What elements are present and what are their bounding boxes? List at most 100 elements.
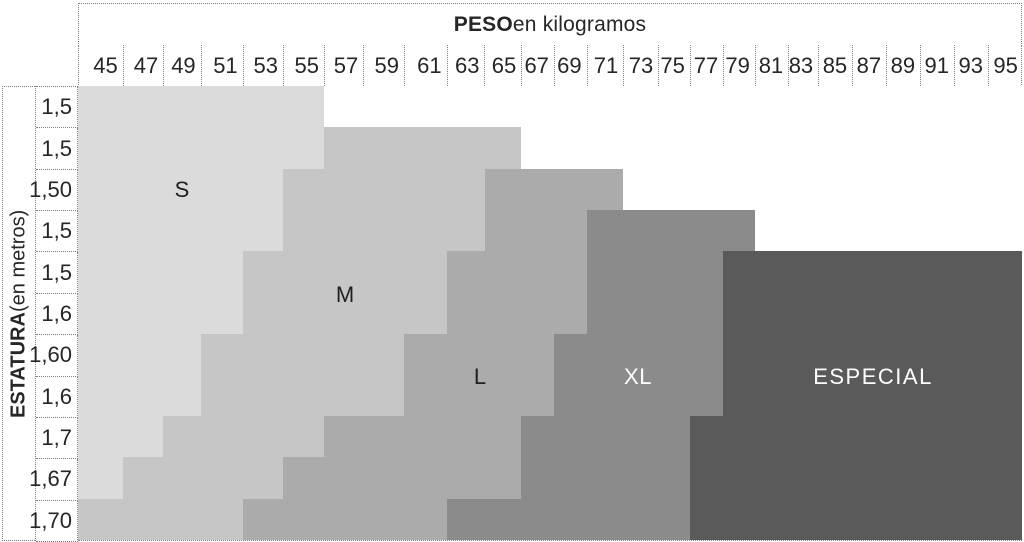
height-tick-row-5: 1,6 [36, 293, 78, 336]
height-tick-row-8: 1,7 [36, 417, 78, 460]
weight-axis-title-rest: en kilogramos [512, 12, 647, 36]
weight-tick-45: 45 [79, 45, 124, 86]
region-m-row-8 [163, 416, 324, 458]
chart-row-8 [78, 416, 1022, 458]
region-l-row-10 [242, 498, 447, 540]
region-l-row-5 [446, 292, 587, 334]
region-m-row-5 [242, 292, 447, 334]
weight-tick-79: 79 [724, 45, 756, 86]
region-s-row-7 [78, 374, 201, 417]
weight-tick-61: 61 [405, 45, 448, 86]
region-m-row-3 [283, 209, 485, 252]
region-s-row-4 [78, 251, 243, 293]
weight-tick-57: 57 [325, 45, 365, 86]
region-xl-row-8 [521, 416, 690, 458]
height-tick-row-10: 1,70 [29, 500, 78, 542]
weight-tick-67: 67 [522, 45, 555, 86]
region-s-row-0 [78, 86, 324, 128]
region-xl-row-7 [553, 374, 724, 417]
region-s-row-9 [78, 457, 123, 499]
region-s-row-5 [78, 292, 243, 334]
chart-row-3 [78, 209, 1022, 252]
weight-tick-47: 47 [124, 45, 165, 86]
weight-tick-85: 85 [819, 45, 854, 86]
size-label-xl: XL [624, 364, 652, 389]
region-especial-row-10 [689, 498, 1022, 540]
weight-tick-91: 91 [921, 45, 955, 86]
region-xl-row-9 [521, 457, 690, 499]
weight-tick-55: 55 [284, 45, 325, 86]
weight-tick-65: 65 [485, 45, 523, 86]
region-s-row-1 [78, 127, 324, 169]
region-xl-row-10 [446, 498, 690, 540]
region-s-row-2 [78, 168, 283, 210]
chart-row-4 [78, 251, 1022, 293]
region-l-row-8 [323, 416, 522, 458]
weight-tick-75: 75 [659, 45, 691, 86]
region-s-row-6 [78, 333, 201, 375]
region-xl-row-6 [553, 333, 724, 375]
weight-tick-77: 77 [691, 45, 725, 86]
weight-tick-73: 73 [624, 45, 660, 86]
region-especial-row-7 [723, 374, 1022, 417]
region-especial-row-9 [689, 457, 1022, 499]
chart-row-10 [78, 498, 1022, 540]
chart-row-7 [78, 374, 1022, 417]
region-l-row-4 [446, 251, 587, 293]
weight-tick-59: 59 [364, 45, 405, 86]
weight-tick-69: 69 [555, 45, 588, 86]
height-axis-title-bold: ESTATURA [7, 311, 30, 418]
region-xl-row-5 [586, 292, 724, 334]
region-especial-row-8 [689, 416, 1022, 458]
weight-tick-49: 49 [164, 45, 202, 86]
height-tick-row-7: 1,6 [36, 376, 78, 418]
height-tick-row-0: 1,5 [36, 87, 78, 129]
region-s-row-8 [78, 416, 164, 458]
region-m-row-4 [242, 251, 447, 293]
chart-body: S M L XL ESPECIAL [78, 86, 1022, 541]
weight-tick-95: 95 [993, 52, 1018, 78]
region-xl-row-3 [586, 209, 755, 252]
region-m-row-10 [78, 498, 243, 540]
weight-tick-87: 87 [853, 45, 888, 86]
region-especial-row-6 [723, 333, 1022, 375]
weight-tick-51: 51 [202, 45, 244, 86]
region-l-row-2 [484, 168, 624, 210]
weight-tick-63: 63 [448, 45, 486, 86]
region-m-row-7 [200, 374, 404, 417]
chart-row-2 [78, 168, 1022, 210]
weight-tick-53: 53 [244, 45, 284, 86]
chart-row-5 [78, 292, 1022, 334]
size-label-l: L [473, 364, 487, 389]
height-tick-row-2: 1,50 [29, 169, 78, 212]
chart-row-6 [78, 333, 1022, 375]
height-tick-row-3: 1,5 [36, 211, 78, 253]
weight-tick-81: 81 [756, 45, 790, 86]
size-label-m: M [335, 282, 355, 307]
height-labels-column: 1,5 1,5 1,50 1,5 1,5 1,6 1,60 1,6 1,7 1,67 1,70 [29, 86, 78, 542]
region-xl-row-4 [586, 251, 724, 293]
region-l-row-3 [484, 209, 587, 252]
height-tick-row-6: 1,60 [29, 335, 78, 377]
weight-axis-title: PESO en kilogramos [78, 3, 1022, 46]
region-l-row-9 [282, 457, 522, 499]
region-especial-row-4 [723, 251, 1022, 293]
height-axis-title-rest: (en metros) [7, 209, 30, 312]
chart-row-9 [78, 457, 1022, 499]
chart-row-0 [78, 86, 1022, 128]
region-m-row-6 [200, 333, 404, 375]
height-tick-row-1: 1,5 [36, 128, 78, 170]
region-especial-row-5 [723, 292, 1022, 334]
height-tick-row-4: 1,5 [36, 252, 78, 294]
region-m-row-1 [324, 127, 522, 169]
weight-tick-71: 71 [588, 45, 625, 86]
region-m-row-9 [122, 457, 283, 499]
chart-row-1 [78, 127, 1022, 169]
size-label-s: S [174, 177, 190, 202]
weight-axis-title-bold: PESO [453, 12, 513, 36]
weight-tick-83: 83 [789, 45, 820, 86]
weight-header-row: 45 47 49 51 53 55 57 59 61 63 65 67 69 71 73 75 77 79 81 83… [78, 45, 1022, 87]
region-m-row-2 [283, 168, 485, 210]
region-s-row-3 [78, 209, 283, 252]
